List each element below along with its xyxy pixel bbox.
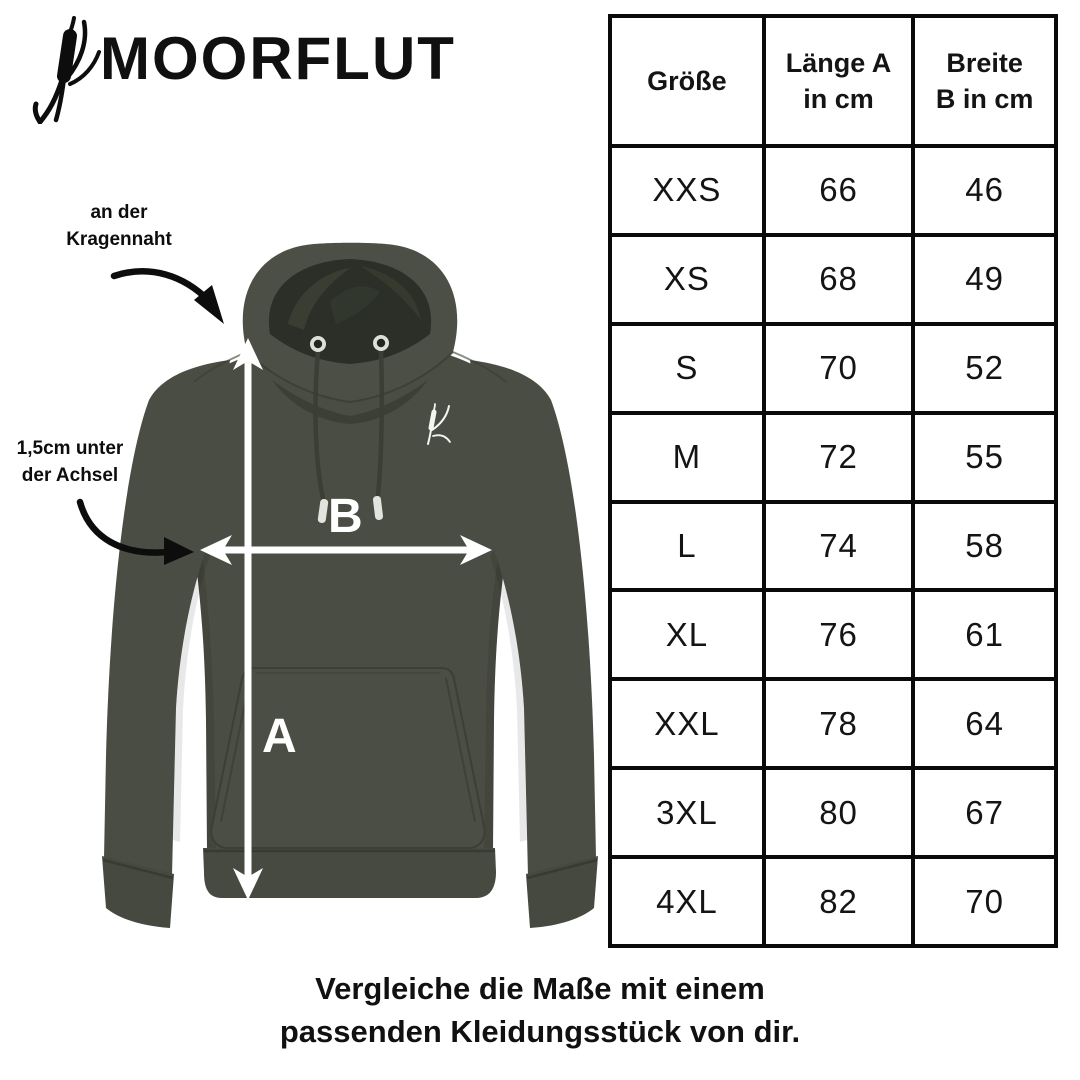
size-cell: 4XL [608,855,766,948]
length-cell: 68 [761,232,916,326]
width-cell: 58 [911,499,1058,593]
table-row: 4XL 82 70 [608,855,1058,948]
collar-annotation-arrow [110,268,224,324]
length-cell: 82 [761,855,916,948]
hoodie-sleeves [102,351,598,928]
footer-note: Vergleiche die Maße mit einem passenden … [279,971,801,1049]
armpit-annotation-arrow [76,498,194,565]
table-header-row: Größe Länge A in cm Breite B in cm [608,14,1058,148]
brand-name: MOORFLUT [100,25,456,92]
length-cell: 74 [761,499,916,593]
table-row: L 74 58 [608,499,1058,593]
drawstrings [310,335,389,523]
size-cell: M [608,410,766,504]
length-cell: 78 [761,677,916,771]
size-cell: S [608,321,766,415]
size-cell: XXL [608,677,766,771]
table-row: S 70 52 [608,321,1058,415]
size-cell: L [608,499,766,593]
size-cell: XS [608,232,766,326]
hoodie-hood [242,242,458,424]
size-table: Größe Länge A in cm Breite B in cm XXS 6… [608,14,1058,948]
size-cell: 3XL [608,766,766,859]
table-row: M 72 55 [608,410,1058,504]
armpit-annotation: 1,5cm unter der Achsel [16,438,124,486]
length-label: A [262,710,297,763]
size-cell: XXS [608,144,766,237]
chest-cattail-icon [427,403,451,445]
width-cell: 49 [911,232,1058,326]
length-arrow-a [233,338,263,900]
collar-annotation: an der Kragennaht [66,202,172,250]
length-cell: 66 [761,144,916,237]
width-arrow-b [200,535,492,565]
length-cell: 70 [761,321,916,415]
width-cell: 55 [911,410,1058,504]
table-row: XS 68 49 [608,232,1058,326]
length-cell: 72 [761,410,916,504]
table-row: XXS 66 46 [608,144,1058,237]
length-cell: 76 [761,588,916,682]
header-size: Größe [608,14,766,148]
table-row: XL 76 61 [608,588,1058,682]
width-cell: 61 [911,588,1058,682]
width-cell: 52 [911,321,1058,415]
width-cell: 64 [911,677,1058,771]
table-row: 3XL 80 67 [608,766,1058,859]
length-cell: 80 [761,766,916,859]
header-width: Breite B in cm [911,14,1058,148]
brand-cattail-icon [32,16,101,124]
width-cell: 46 [911,144,1058,237]
kangaroo-pocket [210,667,486,849]
width-label: B [328,490,363,543]
hoodie-measurement-diagram: A B [76,242,598,928]
width-cell: 70 [911,855,1058,948]
header-length: Länge A in cm [761,14,916,148]
size-cell: XL [608,588,766,682]
width-cell: 67 [911,766,1058,859]
table-row: XXL 78 64 [608,677,1058,771]
